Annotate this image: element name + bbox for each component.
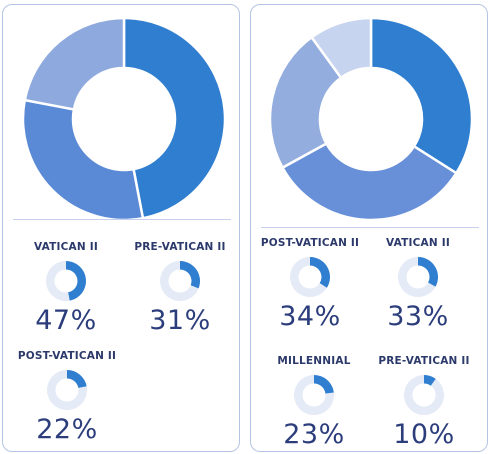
item-vatican-ii-right: VATICAN II 33% (363, 237, 473, 332)
item-pre-vatican-ii-right: PRE-VATICAN II 10% (369, 355, 479, 450)
item-label: VATICAN II (34, 241, 98, 253)
item-label: VATICAN II (386, 237, 450, 249)
mini-donut-value (180, 261, 200, 289)
item-percent: 47% (35, 305, 97, 336)
mini-donut (289, 257, 330, 297)
item-post-vatican-ii-right: POST-VATICAN II 34% (255, 237, 365, 332)
mini-donut (397, 257, 438, 297)
donut-slice-millennial (268, 35, 343, 170)
item-vatican-ii-left: VATICAN II 47% (11, 241, 121, 336)
mini-donut (293, 375, 334, 415)
mini-donut-value (66, 261, 87, 301)
main-donut-right (268, 16, 474, 222)
divider-right (261, 227, 479, 228)
panel-left: VATICAN II 47% PRE-VATICAN II 31% POST-V… (2, 4, 240, 452)
mini-donut (45, 261, 87, 301)
mini-donut-value (310, 257, 330, 288)
main-donut-left (21, 16, 227, 222)
mini-donut-value (424, 375, 436, 386)
item-label: PRE-VATICAN II (134, 241, 226, 253)
mini-donut-track (403, 375, 444, 415)
mini-donut (159, 261, 200, 301)
panel-right: POST-VATICAN II 34% VATICAN II 33% MILLE… (250, 4, 488, 452)
mini-donut (46, 370, 87, 410)
divider-left (13, 219, 231, 220)
item-percent: 22% (36, 414, 98, 445)
item-percent: 34% (279, 301, 341, 332)
item-label: MILLENNIAL (277, 355, 351, 367)
donut-slice-pre-vatican-ii (309, 16, 373, 80)
item-percent: 10% (393, 419, 455, 450)
item-label: POST-VATICAN II (260, 237, 360, 249)
mini-donut (403, 375, 444, 415)
donut-slice-pre-vatican-ii (21, 98, 145, 222)
mini-donut-value (314, 375, 334, 394)
donut-slice-vatican-ii (280, 141, 459, 222)
donut-slice-post-vatican-ii (23, 16, 126, 111)
item-pre-vatican-ii-left: PRE-VATICAN II 31% (125, 241, 235, 336)
item-millennial-right: MILLENNIAL 23% (259, 355, 369, 450)
item-percent: 33% (387, 301, 449, 332)
item-label: PRE-VATICAN II (378, 355, 470, 367)
mini-donut-value (418, 257, 438, 287)
donut-slice-post-vatican-ii (369, 16, 474, 175)
mini-donut-value (67, 370, 87, 388)
item-percent: 31% (149, 305, 211, 336)
item-percent: 23% (283, 419, 345, 450)
donut-slice-vatican-ii (122, 16, 227, 220)
item-post-vatican-ii-left: POST-VATICAN II 22% (7, 350, 127, 445)
item-label: POST-VATICAN II (17, 350, 117, 362)
